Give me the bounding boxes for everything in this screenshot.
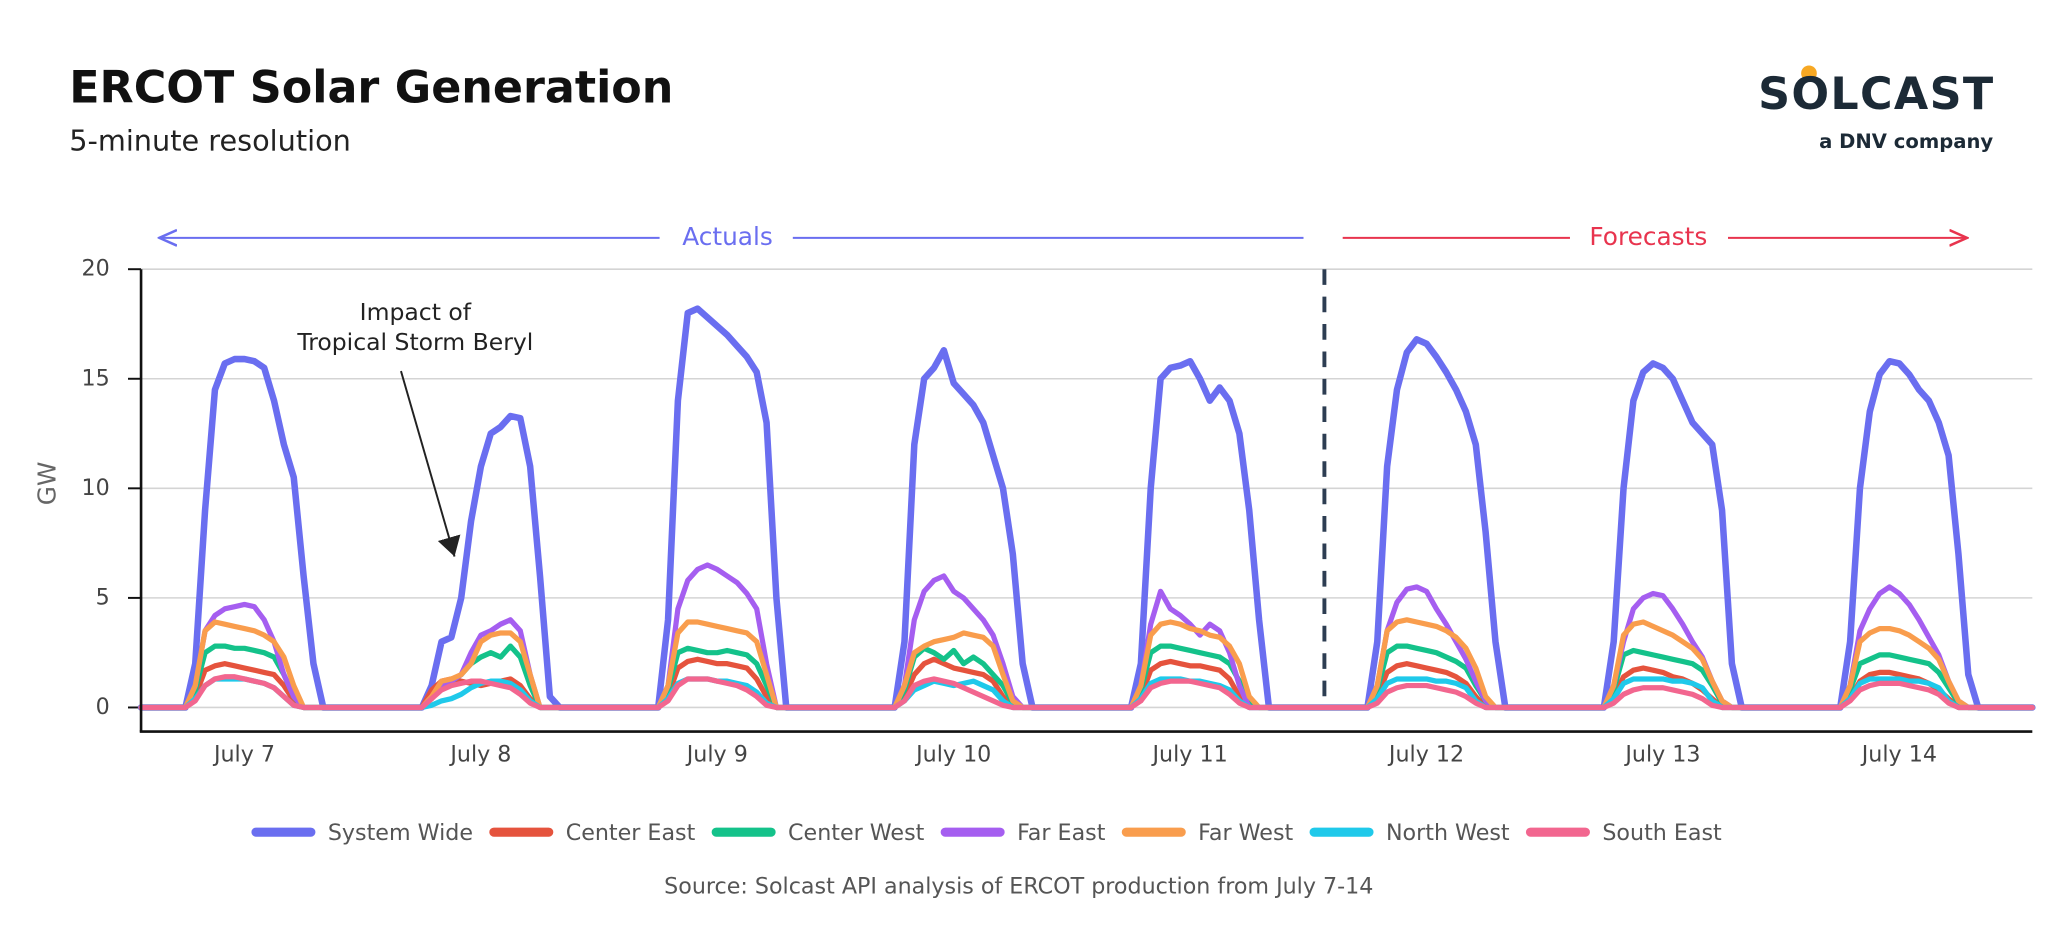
logo: SOLCAST a DNV company xyxy=(1758,65,1994,153)
legend-label: System Wide xyxy=(328,820,473,846)
y-tick-label: 15 xyxy=(81,365,109,391)
storm-annotation: Tropical Storm Beryl xyxy=(296,328,533,356)
logo-name: SOLCAST xyxy=(1758,69,1994,120)
y-tick-label: 20 xyxy=(81,256,109,282)
legend-label: South East xyxy=(1602,820,1722,846)
y-axis-label: GW xyxy=(32,462,61,506)
y-tick-label: 10 xyxy=(81,475,109,501)
chart-title: ERCOT Solar Generation xyxy=(69,62,673,113)
forecasts-label: Forecasts xyxy=(1589,222,1707,251)
logo-sun xyxy=(1801,65,1817,82)
x-tick-label: July 8 xyxy=(448,742,511,768)
x-tick-label: July 9 xyxy=(685,742,748,768)
x-tick-label: July 12 xyxy=(1387,742,1464,768)
logo-tagline: a DNV company xyxy=(1819,130,1993,153)
x-tick-label: July 13 xyxy=(1623,742,1700,768)
series-group xyxy=(137,305,2036,711)
x-tick-label: July 11 xyxy=(1151,742,1228,768)
x-tick-label: July 10 xyxy=(914,742,991,768)
y-tick-label: 5 xyxy=(96,584,110,610)
series-line xyxy=(138,674,2035,711)
legend-label: Far East xyxy=(1017,820,1106,846)
x-tick-label: July 7 xyxy=(212,742,275,768)
legend-label: Far West xyxy=(1198,820,1293,846)
legend-label: North West xyxy=(1386,820,1510,846)
legend-label: Center East xyxy=(566,820,696,846)
y-tick-label: 0 xyxy=(96,694,110,720)
actuals-label: Actuals xyxy=(682,222,773,251)
legend: System Wide Center East Center West Far Eas… xyxy=(251,820,1722,846)
legend-label: Center West xyxy=(788,820,925,846)
x-tick-label: July 14 xyxy=(1860,742,1937,768)
storm-annotation: Impact of xyxy=(360,298,472,326)
series-line xyxy=(138,562,2035,711)
source-note: Source: Solcast API analysis of ERCOT pr… xyxy=(664,874,1373,900)
series-line xyxy=(137,305,2036,711)
storm-arrow xyxy=(400,370,461,557)
grid: 0 5 10 15 20 July 7 July 8 July 9 July 10 July 11… xyxy=(81,256,2033,768)
chart-subtitle: 5-minute resolution xyxy=(69,124,351,158)
series-line xyxy=(138,656,2035,711)
